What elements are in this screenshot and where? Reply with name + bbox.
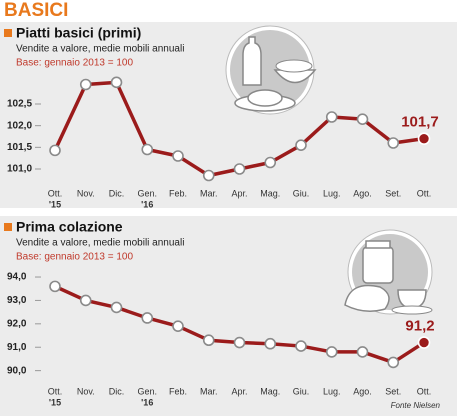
data-point (172, 320, 184, 332)
x-tick-label: Ago. (353, 188, 372, 198)
y-tick-label: 94,0 (7, 272, 27, 283)
y-tick-label: 101,0 (7, 164, 32, 175)
x-tick-label: Ago. (353, 386, 372, 396)
y-tick-label: 90,0 (7, 365, 27, 376)
y-tick-label: 93,0 (7, 295, 27, 306)
data-point (141, 143, 154, 156)
data-point (387, 356, 400, 369)
x-tick-label: Feb. (169, 188, 187, 198)
y-tick-label: 102,0 (7, 120, 32, 131)
data-point (202, 334, 215, 347)
data-point (356, 346, 369, 358)
page-title: BASICI (4, 0, 68, 21)
data-point (233, 163, 246, 175)
food-icon (225, 25, 317, 115)
x-tick-label: Gen. (137, 386, 157, 396)
chart-note: Base: gennaio 2013 = 100 (16, 252, 133, 263)
data-point (325, 111, 338, 123)
data-point (49, 144, 61, 157)
x-tick-label: Mar. (200, 188, 218, 198)
data-point (417, 132, 431, 145)
x-tick-label: Lug. (323, 188, 341, 198)
x-tick-label: Mag. (260, 386, 280, 396)
x-tick-label: Mar. (200, 386, 218, 396)
data-point (79, 294, 92, 307)
y-tick-label: 92,0 (7, 318, 27, 329)
data-point (202, 169, 215, 182)
x-tick-label: Ott. (417, 386, 432, 396)
x-tick-sublabel: '15 (49, 199, 61, 209)
title-marker (4, 223, 12, 231)
x-tick-sublabel: '16 (141, 397, 153, 407)
y-tick-label: 101,5 (7, 142, 32, 153)
x-tick-label: Ott. (48, 386, 63, 396)
breakfast-icon (344, 229, 433, 315)
x-tick-label: Giu. (293, 386, 310, 396)
y-tick-label: 102,5 (7, 99, 32, 110)
data-point (264, 156, 277, 169)
x-tick-label: Feb. (169, 386, 187, 396)
data-point (79, 78, 92, 91)
data-point (295, 139, 307, 151)
x-tick-label: Apr. (231, 386, 247, 396)
data-point (110, 76, 123, 89)
x-tick-label: Apr. (231, 188, 247, 198)
value-label: 91,2 (405, 318, 434, 335)
x-tick-label: Ott. (417, 188, 432, 198)
value-label: 101,7 (401, 114, 439, 131)
data-point (110, 301, 123, 314)
x-tick-label: Dic. (109, 386, 125, 396)
y-tick-label: 91,0 (7, 342, 27, 353)
x-tick-label: Lug. (323, 386, 341, 396)
data-point (264, 337, 277, 350)
data-point (141, 312, 154, 324)
data-point (387, 137, 400, 149)
x-tick-label: Nov. (77, 386, 95, 396)
data-point (417, 336, 431, 349)
data-point (325, 346, 338, 358)
panel (0, 22, 457, 208)
x-tick-label: Dic. (109, 188, 125, 198)
x-tick-sublabel: '15 (49, 397, 61, 407)
x-tick-label: Ott. (48, 188, 63, 198)
data-point (233, 336, 246, 349)
x-tick-sublabel: '16 (141, 199, 153, 209)
x-tick-label: Mag. (260, 188, 280, 198)
data-point (49, 280, 61, 293)
x-tick-label: Giu. (293, 188, 310, 198)
x-tick-label: Gen. (137, 188, 157, 198)
chart-note: Base: gennaio 2013 = 100 (16, 58, 133, 69)
x-tick-label: Nov. (77, 188, 95, 198)
title-marker (4, 29, 12, 37)
data-point (172, 150, 184, 162)
chart-subtitle: Vendite a valore, medie mobili annuali (16, 238, 184, 249)
chart-title: Prima colazione (16, 219, 123, 235)
source: Fonte Nielsen (391, 401, 441, 410)
chart-title: Piatti basici (primi) (16, 25, 141, 41)
data-point (295, 340, 307, 352)
x-tick-label: Set. (385, 188, 401, 198)
chart-subtitle: Vendite a valore, medie mobili annuali (16, 44, 184, 55)
x-tick-label: Set. (385, 386, 401, 396)
data-point (356, 113, 369, 125)
